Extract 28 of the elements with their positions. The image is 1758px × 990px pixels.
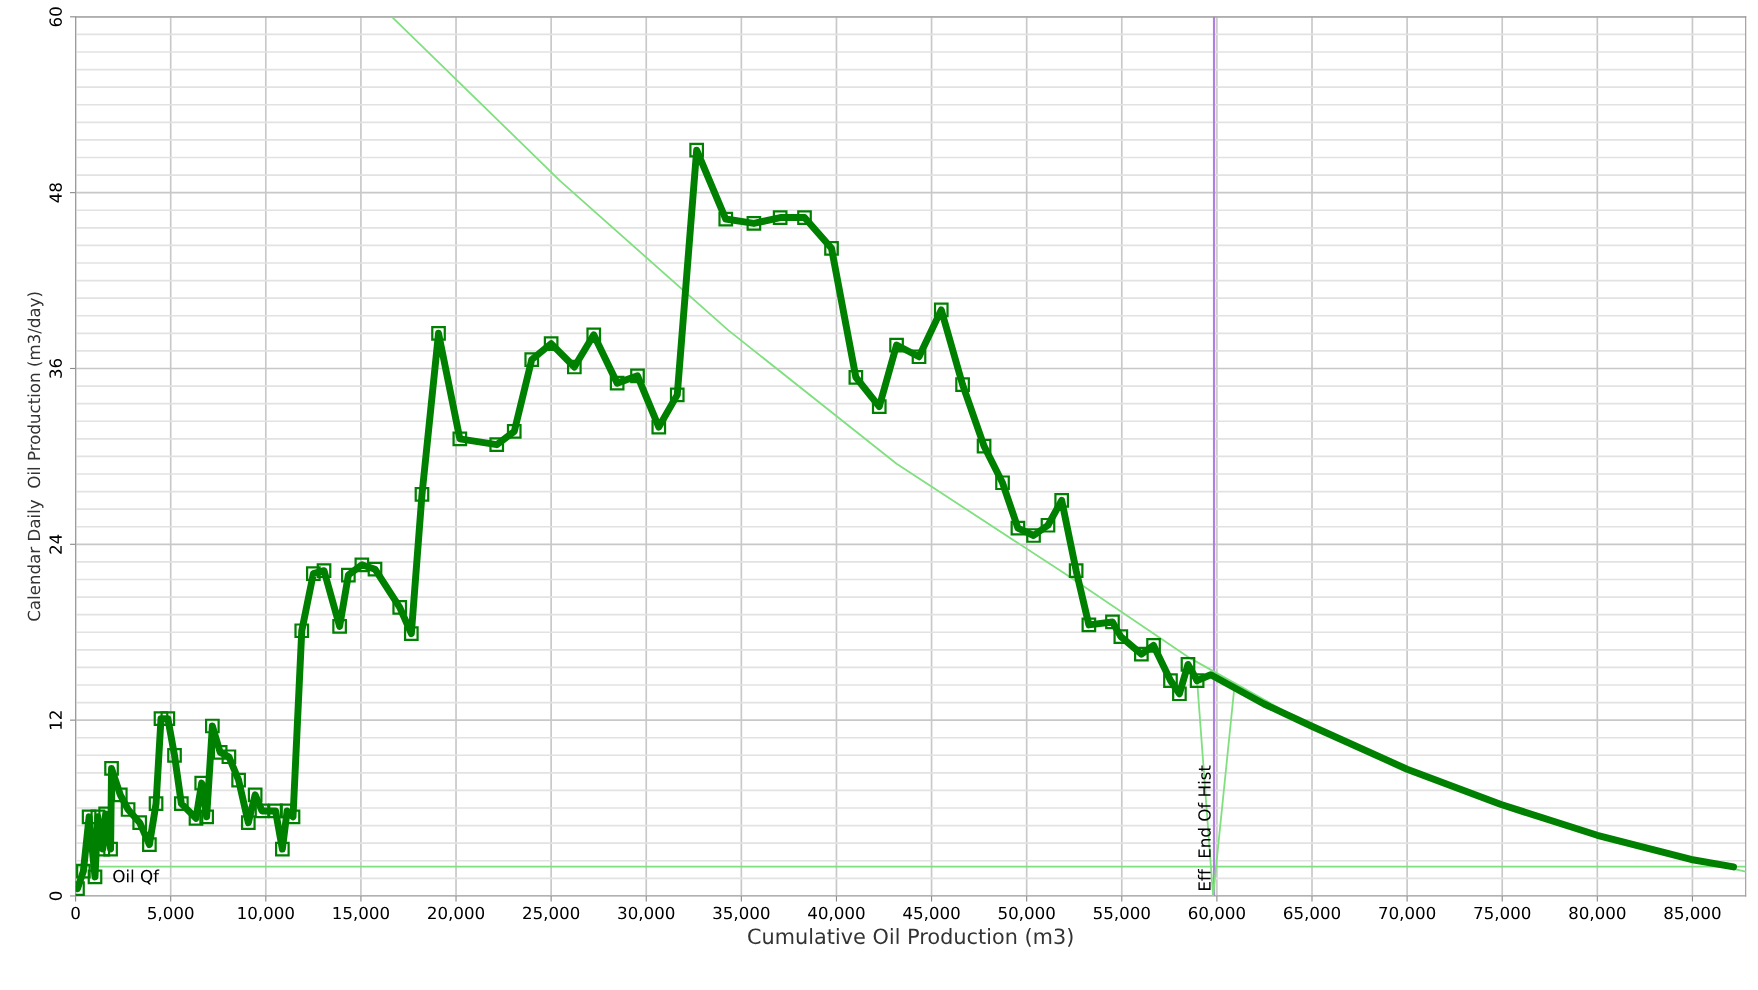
x-tick-label: 60,000 <box>1188 906 1245 921</box>
y-tick-label: 24 <box>49 534 62 554</box>
x-tick-label: 70,000 <box>1379 906 1436 921</box>
x-tick-label: 40,000 <box>808 906 865 921</box>
x-tick-label: 80,000 <box>1569 906 1626 921</box>
x-tick-label: 25,000 <box>523 906 580 921</box>
x-tick-label: 15,000 <box>333 906 389 921</box>
x-axis-title: Cumulative Oil Production (m3) <box>748 928 1073 947</box>
x-tick-label: 55,000 <box>1093 906 1150 921</box>
x-tick-label: 65,000 <box>1284 906 1341 921</box>
x-tick-label: 0 <box>71 906 80 920</box>
x-tick-label: 10,000 <box>238 906 294 921</box>
x-tick-label: 45,000 <box>903 906 960 921</box>
ref-line-label: Oil Qf <box>113 869 160 885</box>
ref-line-label: Eff End Of Hist <box>1197 765 1211 890</box>
y-tick-label: 12 <box>49 711 62 729</box>
x-tick-label: 85,000 <box>1664 906 1721 921</box>
x-tick-label: 20,000 <box>428 906 485 921</box>
x-tick-label: 35,000 <box>713 906 770 921</box>
y-tick-label: 60 <box>49 7 62 27</box>
x-tick-label: 30,000 <box>618 906 675 921</box>
y-axis-title: Calendar Daily Oil Production (m3/day) <box>27 292 44 621</box>
x-tick-label: 5,000 <box>148 906 194 921</box>
y-tick-label: 36 <box>49 358 62 378</box>
y-tick-label: 0 <box>49 891 62 901</box>
x-tick-label: 75,000 <box>1474 906 1531 921</box>
x-tick-label: 50,000 <box>998 906 1055 921</box>
y-tick-label: 48 <box>49 183 62 203</box>
